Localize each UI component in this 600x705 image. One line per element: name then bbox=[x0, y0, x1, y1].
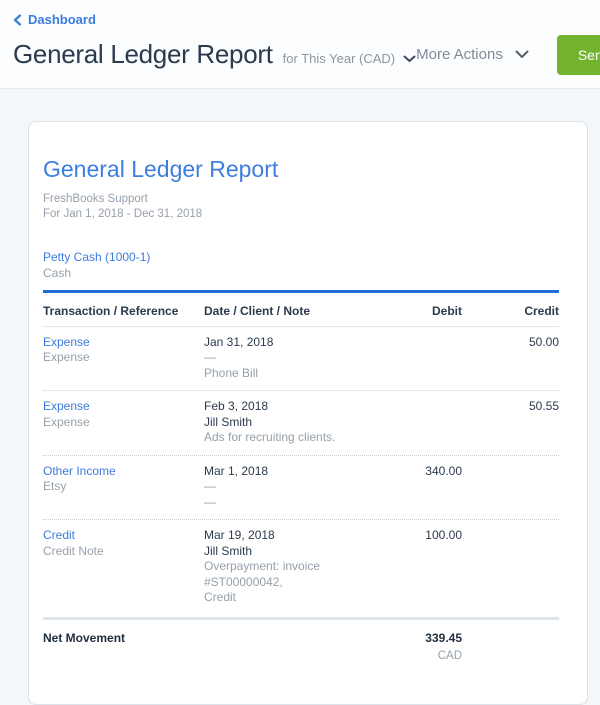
row-date: Jan 31, 2018 bbox=[204, 334, 274, 349]
more-actions-label: More Actions bbox=[416, 46, 503, 63]
row-date: Mar 1, 2018 bbox=[204, 463, 269, 478]
row-client: Jill Smith bbox=[204, 543, 253, 558]
column-header-transaction: Transaction / Reference bbox=[43, 303, 179, 318]
account-section: Petty Cash (1000-1) Cash bbox=[43, 249, 559, 281]
report-title: General Ledger Report bbox=[43, 155, 279, 182]
column-header-credit: Credit bbox=[524, 303, 559, 318]
more-actions-dropdown[interactable]: More Actions bbox=[416, 46, 529, 63]
row-credit bbox=[462, 528, 559, 606]
row-credit bbox=[462, 464, 559, 511]
table-row: Other Income Etsy Mar 1, 2018 — — 340.00 bbox=[43, 456, 559, 520]
row-debit bbox=[362, 399, 462, 446]
table-row: Expense Expense Feb 3, 2018 Jill Smith A… bbox=[43, 391, 559, 456]
table-row: Credit Credit Note Mar 19, 2018 Jill Smi… bbox=[43, 520, 559, 615]
net-movement-currency: CAD bbox=[437, 650, 462, 662]
row-debit bbox=[362, 335, 462, 382]
report-date-range: For Jan 1, 2018 - Dec 31, 2018 bbox=[43, 207, 203, 220]
row-note: Overpayment: invoice #ST00000042, bbox=[204, 559, 321, 589]
breadcrumb-label: Dashboard bbox=[28, 12, 96, 27]
row-note: — bbox=[204, 494, 216, 509]
net-movement-label: Net Movement bbox=[43, 630, 126, 645]
account-type: Cash bbox=[43, 265, 72, 280]
row-credit: 50.55 bbox=[528, 399, 559, 413]
send-button[interactable]: Send... bbox=[556, 34, 600, 75]
title-row: General Ledger Report for This Year (CAD… bbox=[13, 34, 600, 75]
breadcrumb-dashboard-link[interactable]: Dashboard bbox=[13, 12, 96, 27]
net-movement-row: Net Movement 339.45 CAD bbox=[43, 620, 559, 674]
chevron-left-icon bbox=[13, 13, 22, 26]
table-header-row: Transaction / Reference Date / Client / … bbox=[43, 304, 559, 327]
chevron-down-icon bbox=[515, 50, 529, 58]
column-header-debit: Debit bbox=[432, 303, 462, 318]
transaction-link[interactable]: Expense bbox=[43, 399, 90, 413]
transaction-link[interactable]: Other Income bbox=[43, 463, 116, 478]
report-company: FreshBooks Support bbox=[43, 192, 148, 205]
period-filter-dropdown[interactable]: for This Year (CAD) bbox=[283, 51, 416, 66]
transaction-reference: Expense bbox=[43, 414, 90, 429]
row-note: Phone Bill bbox=[204, 365, 259, 380]
row-debit: 100.00 bbox=[425, 528, 462, 542]
page-content: General Ledger Report FreshBooks Support… bbox=[0, 89, 600, 705]
report-card: General Ledger Report FreshBooks Support… bbox=[28, 120, 588, 705]
transaction-link[interactable]: Credit bbox=[43, 528, 76, 542]
row-client: — bbox=[204, 350, 216, 364]
chevron-down-icon bbox=[403, 55, 416, 62]
transaction-reference: Expense bbox=[43, 350, 90, 364]
table-row: Expense Expense Jan 31, 2018 — Phone Bil… bbox=[43, 327, 559, 391]
transaction-reference: Credit Note bbox=[43, 543, 104, 558]
section-divider bbox=[43, 289, 559, 293]
period-filter-label: for This Year (CAD) bbox=[282, 51, 396, 66]
row-debit: 340.00 bbox=[425, 463, 462, 478]
page-title: General Ledger Report bbox=[13, 39, 273, 69]
page-header: Dashboard General Ledger Report for This… bbox=[0, 0, 600, 89]
row-date: Feb 3, 2018 bbox=[204, 399, 269, 413]
row-client: — bbox=[204, 479, 216, 493]
transaction-link[interactable]: Expense bbox=[43, 334, 90, 349]
row-note: Ads for recruiting clients. bbox=[204, 430, 336, 444]
net-movement-total: 339.45 bbox=[425, 630, 462, 645]
row-client: Jill Smith bbox=[204, 414, 253, 429]
row-credit: 50.00 bbox=[528, 334, 559, 349]
row-date: Mar 19, 2018 bbox=[204, 528, 275, 542]
column-header-date: Date / Client / Note bbox=[204, 303, 311, 318]
transaction-reference: Etsy bbox=[43, 479, 67, 493]
row-note-line2: Credit bbox=[204, 590, 237, 604]
account-link[interactable]: Petty Cash (1000-1) bbox=[43, 249, 151, 264]
